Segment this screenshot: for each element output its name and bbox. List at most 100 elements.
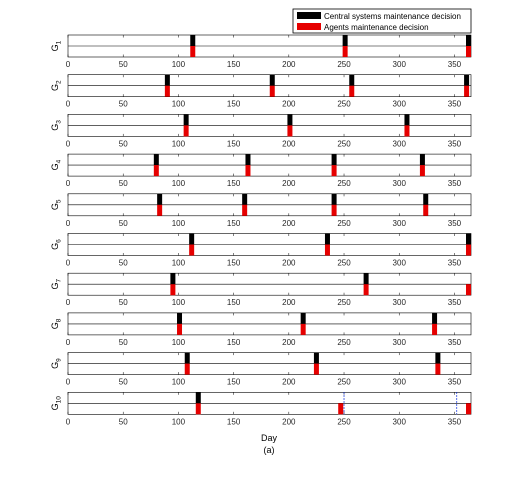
panel-label: G1 bbox=[50, 40, 63, 51]
x-tick-label: 50 bbox=[119, 139, 128, 148]
panel-6: 0 50 100 150 200 250 300 350 G6 bbox=[50, 233, 472, 268]
x-tick-label: 150 bbox=[227, 259, 241, 268]
x-tick-label: 0 bbox=[66, 60, 71, 69]
x-tick-label: 50 bbox=[119, 298, 128, 307]
x-tick-label: 100 bbox=[172, 378, 186, 387]
x-tick-label: 250 bbox=[337, 179, 351, 188]
agent-decision-bar bbox=[153, 165, 159, 177]
x-tick-label: 200 bbox=[282, 219, 296, 228]
agent-decision-bar bbox=[404, 125, 410, 137]
x-tick-label: 0 bbox=[66, 338, 71, 347]
x-tick-label: 300 bbox=[393, 60, 407, 69]
x-tick-label: 350 bbox=[448, 139, 462, 148]
agent-decision-bar bbox=[349, 85, 355, 97]
x-tick-label: 150 bbox=[227, 139, 241, 148]
central-decision-bar bbox=[177, 312, 183, 324]
agent-decision-bar bbox=[466, 403, 471, 415]
agent-decision-bar bbox=[466, 244, 471, 256]
x-tick-label: 250 bbox=[337, 60, 351, 69]
agent-decision-bar bbox=[338, 403, 344, 415]
x-tick-label: 200 bbox=[282, 338, 296, 347]
panel-label: G10 bbox=[50, 396, 63, 411]
agent-decision-bar bbox=[466, 284, 471, 296]
agent-decision-bar bbox=[287, 125, 293, 137]
x-tick-label: 50 bbox=[119, 338, 128, 347]
central-decision-bar bbox=[331, 193, 337, 205]
x-tick-label: 250 bbox=[337, 100, 351, 109]
central-decision-bar bbox=[190, 35, 196, 46]
agent-decision-bar bbox=[190, 46, 196, 57]
panel-8: 0 50 100 150 200 250 300 350 G8 bbox=[50, 312, 472, 347]
x-tick-label: 100 bbox=[172, 179, 186, 188]
central-decision-bar bbox=[435, 352, 441, 364]
central-decision-bar bbox=[313, 352, 319, 364]
central-decision-bar bbox=[331, 154, 337, 166]
x-tick-label: 0 bbox=[66, 179, 71, 188]
x-tick-label: 250 bbox=[337, 417, 351, 426]
legend-label-central: Central systems maintenance decision bbox=[324, 12, 461, 21]
x-axis-title: Day bbox=[261, 433, 278, 443]
agent-decision-bar bbox=[157, 204, 163, 216]
x-tick-label: 50 bbox=[119, 378, 128, 387]
panel-label: G7 bbox=[50, 279, 63, 290]
central-decision-bar bbox=[464, 74, 470, 86]
x-tick-label: 200 bbox=[282, 60, 296, 69]
agent-decision-bar bbox=[423, 204, 429, 216]
x-tick-label: 300 bbox=[393, 139, 407, 148]
legend-label-agents: Agents maintenance decision bbox=[324, 23, 429, 32]
central-decision-bar bbox=[153, 154, 159, 166]
x-tick-label: 250 bbox=[337, 338, 351, 347]
x-tick-label: 50 bbox=[119, 259, 128, 268]
x-tick-label: 0 bbox=[66, 100, 71, 109]
agent-decision-bar bbox=[189, 244, 195, 256]
x-tick-label: 150 bbox=[227, 417, 241, 426]
panel-9: 0 50 100 150 200 250 300 350 G9 bbox=[50, 352, 472, 387]
agent-decision-bar bbox=[195, 403, 201, 415]
central-decision-bar bbox=[423, 193, 429, 205]
central-decision-bar bbox=[466, 233, 471, 245]
x-tick-label: 350 bbox=[448, 298, 462, 307]
agent-decision-bar bbox=[464, 85, 470, 97]
x-tick-label: 100 bbox=[172, 60, 186, 69]
x-tick-label: 300 bbox=[393, 417, 407, 426]
x-tick-label: 300 bbox=[393, 298, 407, 307]
central-decision-bar bbox=[184, 352, 190, 364]
panel-5: 0 50 100 150 200 250 300 350 G5 bbox=[50, 193, 472, 228]
central-decision-bar bbox=[404, 114, 410, 126]
central-decision-bar bbox=[170, 273, 176, 285]
central-decision-bar bbox=[195, 392, 201, 404]
x-tick-label: 350 bbox=[448, 179, 462, 188]
central-decision-bar bbox=[183, 114, 189, 126]
x-tick-label: 300 bbox=[393, 219, 407, 228]
x-tick-label: 100 bbox=[172, 139, 186, 148]
agent-decision-bar bbox=[419, 165, 425, 177]
agent-decision-bar bbox=[164, 85, 170, 97]
x-tick-label: 150 bbox=[227, 298, 241, 307]
central-decision-bar bbox=[342, 35, 348, 46]
central-decision-bar bbox=[287, 114, 293, 126]
x-tick-label: 100 bbox=[172, 417, 186, 426]
x-tick-label: 350 bbox=[448, 338, 462, 347]
x-tick-label: 350 bbox=[448, 60, 462, 69]
agent-decision-bar bbox=[331, 165, 337, 177]
panel-label: G2 bbox=[50, 80, 63, 91]
x-tick-label: 150 bbox=[227, 338, 241, 347]
x-tick-label: 350 bbox=[448, 259, 462, 268]
x-tick-label: 150 bbox=[227, 378, 241, 387]
panel-1: 0 50 100 150 200 250 300 350 G1 bbox=[50, 34, 472, 69]
x-tick-label: 0 bbox=[66, 378, 71, 387]
panel-7: 0 50 100 150 200 250 300 350 G7 bbox=[50, 272, 472, 307]
x-tick-label: 150 bbox=[227, 100, 241, 109]
x-tick-label: 50 bbox=[119, 219, 128, 228]
central-decision-bar bbox=[466, 35, 471, 46]
panel-label: G3 bbox=[50, 120, 62, 131]
x-tick-label: 200 bbox=[282, 298, 296, 307]
x-tick-label: 50 bbox=[119, 100, 128, 109]
x-tick-label: 0 bbox=[66, 259, 71, 268]
central-decision-bar bbox=[245, 154, 251, 166]
central-decision-bar bbox=[189, 233, 195, 245]
agent-decision-bar bbox=[269, 85, 275, 97]
agent-decision-bar bbox=[363, 284, 369, 296]
